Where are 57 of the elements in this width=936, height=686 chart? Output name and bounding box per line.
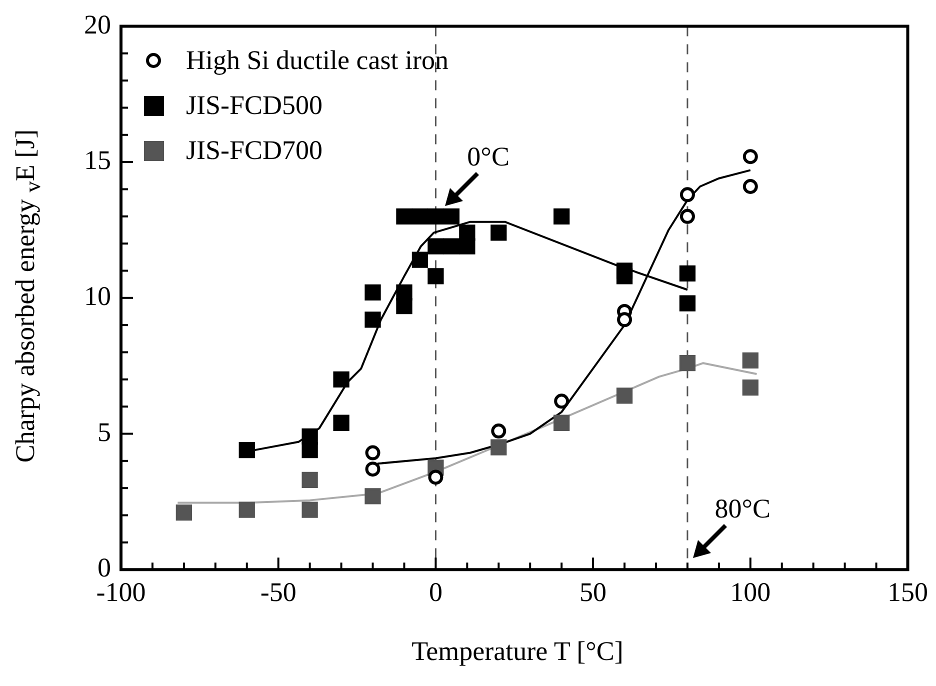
x-tick-label: 0	[428, 576, 442, 607]
legend-label: JIS-FCD700	[186, 135, 323, 166]
y-tick-label: 20	[84, 9, 111, 40]
point	[679, 265, 696, 282]
point	[428, 470, 444, 485]
point	[364, 312, 381, 328]
point	[238, 502, 255, 518]
x-tick-label: 50	[580, 576, 607, 607]
y-tick-label: 15	[84, 145, 111, 176]
point	[679, 355, 696, 372]
x-tick-label: 150	[888, 576, 928, 607]
point	[742, 179, 758, 194]
annotation: 0°C	[467, 142, 510, 172]
annotation: 80°C	[714, 494, 771, 524]
point	[428, 208, 444, 224]
point	[302, 442, 318, 458]
point	[554, 414, 570, 431]
legend-label: JIS-FCD500	[186, 90, 323, 121]
point	[333, 371, 350, 388]
point	[490, 439, 507, 456]
point	[428, 238, 444, 254]
legend-label: High Si ductile cast iron	[186, 45, 448, 76]
point	[490, 224, 507, 241]
point	[616, 268, 633, 284]
y-tick-label: 10	[84, 280, 111, 311]
x-tick-label: 100	[730, 576, 771, 607]
point	[365, 462, 380, 477]
point	[554, 394, 570, 409]
point	[616, 388, 633, 404]
point	[443, 208, 460, 224]
point	[459, 224, 476, 241]
point	[412, 252, 428, 268]
x-tick-label: -50	[260, 576, 296, 607]
point	[302, 502, 318, 518]
point	[443, 238, 460, 254]
point	[333, 414, 350, 431]
x-axis-title: Temperature T [°C]	[410, 636, 624, 667]
point	[176, 504, 192, 521]
point	[428, 268, 444, 284]
point	[617, 312, 632, 328]
point	[554, 208, 570, 224]
point	[680, 187, 695, 202]
point	[238, 442, 255, 458]
point	[412, 208, 428, 224]
point	[679, 295, 696, 312]
point	[364, 488, 381, 504]
point	[396, 208, 412, 224]
point	[742, 352, 758, 368]
point	[364, 284, 381, 301]
point	[680, 208, 695, 224]
point	[491, 424, 506, 439]
point	[742, 379, 758, 396]
point	[302, 472, 318, 488]
y-tick-label: 5	[98, 416, 111, 447]
point	[742, 149, 758, 164]
point	[365, 445, 380, 460]
point	[396, 298, 412, 314]
